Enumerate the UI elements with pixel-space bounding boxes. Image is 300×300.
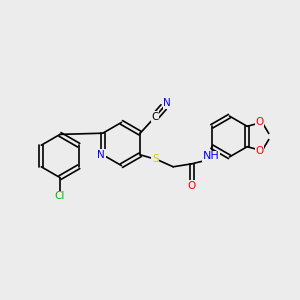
Text: N: N	[163, 98, 171, 109]
Text: O: O	[256, 146, 264, 156]
Text: O: O	[188, 181, 196, 191]
Text: C: C	[152, 112, 159, 122]
Text: NH: NH	[202, 151, 219, 161]
Text: O: O	[256, 117, 264, 127]
Text: Cl: Cl	[55, 191, 65, 201]
Text: N: N	[98, 150, 105, 160]
Text: S: S	[152, 154, 158, 164]
